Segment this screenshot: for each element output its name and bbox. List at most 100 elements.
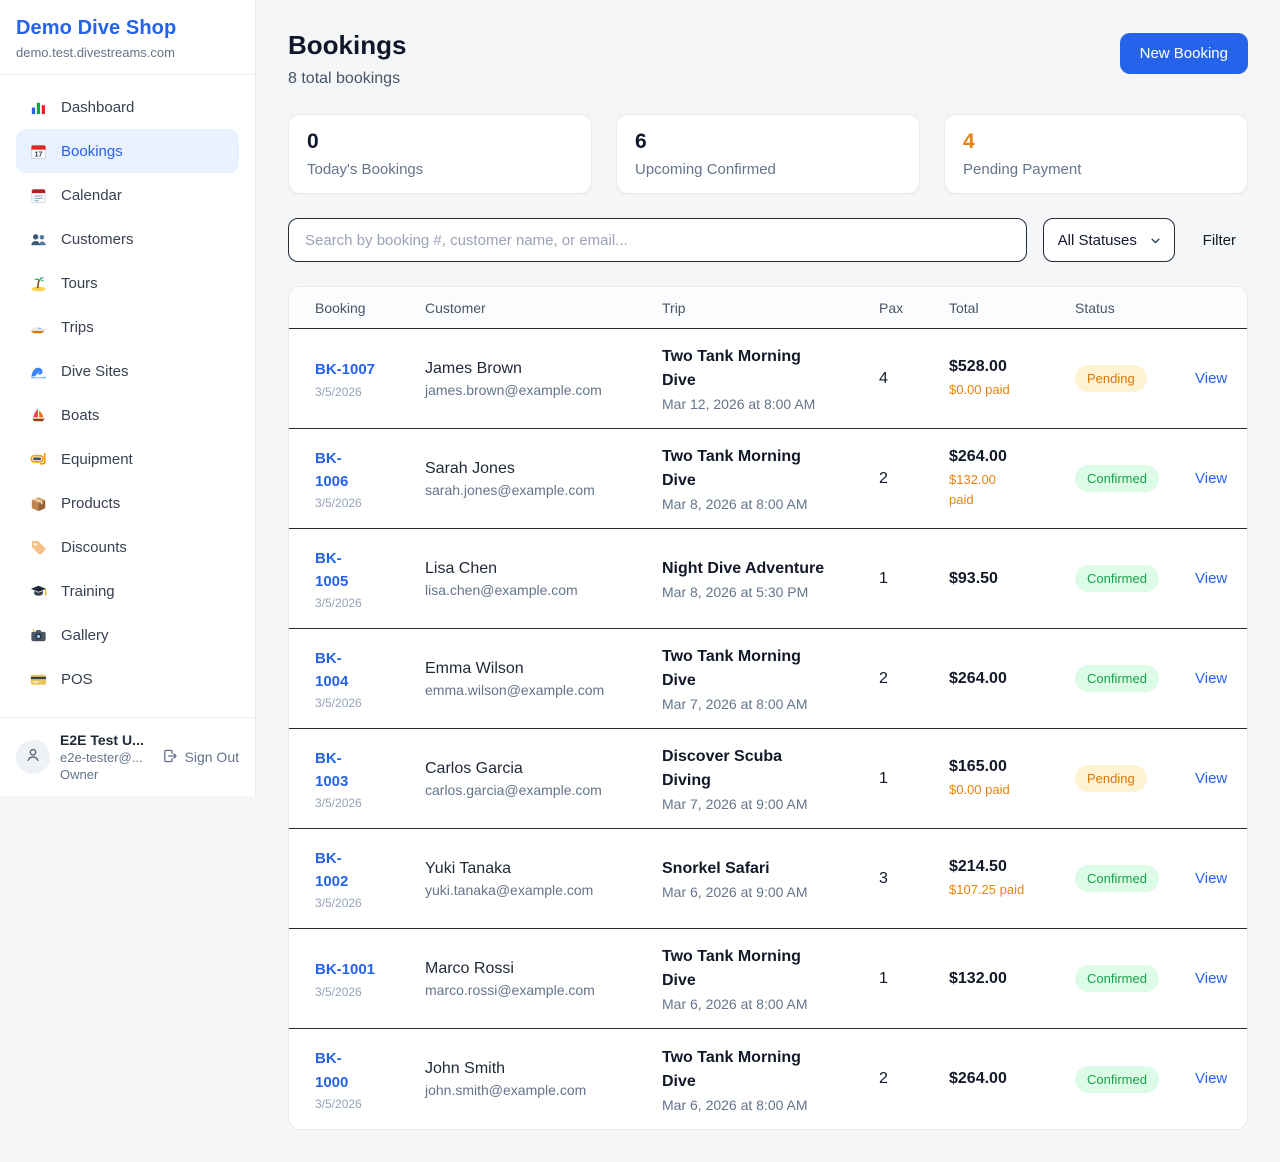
customer-email: sarah.jones@example.com: [425, 481, 595, 498]
sidebar-item-products[interactable]: Products: [16, 481, 239, 525]
stat-label: Today's Bookings: [307, 161, 424, 178]
sidebar-item-boats[interactable]: Boats: [16, 393, 239, 437]
booking-id-link[interactable]: BK-1007: [315, 361, 376, 379]
sidebar-item-equipment[interactable]: Equipment: [16, 437, 239, 481]
sidebar-item-label: Boats: [61, 406, 100, 424]
pax-value: 1: [879, 969, 888, 987]
customer-name: Emma Wilson: [425, 659, 524, 677]
sidebar-item-discounts[interactable]: Discounts: [16, 525, 239, 569]
trip-name: Night Dive Adventure: [662, 560, 825, 577]
customer-email: yuki.tanaka@example.com: [425, 881, 594, 898]
user-email: e2e-tester@...: [60, 750, 143, 765]
page-header: Bookings 8 total bookings New Booking: [288, 30, 1248, 88]
sidebar-item-label: Discounts: [61, 538, 127, 556]
view-link[interactable]: View: [1195, 469, 1228, 487]
bookings-table: Booking Customer Trip Pax Total Status BK-100…: [288, 286, 1248, 1130]
speedboat-icon: [28, 318, 48, 337]
sailboat-icon: [28, 406, 48, 425]
sidebar-nav: Dashboard 17 Bookings Calendar Customers…: [0, 75, 255, 711]
customer-name: Carlos Garcia: [425, 759, 523, 777]
stat-card-today-s-bookings: 0 Today's Bookings: [288, 114, 592, 194]
sidebar-item-tours[interactable]: Tours: [16, 261, 239, 305]
trip-datetime: Mar 12, 2026 at 8:00 AM: [662, 396, 816, 412]
view-link[interactable]: View: [1195, 1070, 1228, 1087]
view-link[interactable]: View: [1195, 369, 1228, 387]
column-header-customer: Customer: [425, 299, 486, 316]
stat-card-pending-payment: 4 Pending Payment: [944, 114, 1248, 194]
sidebar-item-label: POS: [61, 670, 93, 688]
new-booking-button[interactable]: New Booking: [1119, 33, 1248, 74]
customer-name: John Smith: [425, 1060, 506, 1077]
user-name: E2E Test U...: [60, 732, 144, 748]
sidebar-item-gallery[interactable]: Gallery: [16, 613, 239, 657]
sidebar-item-trips[interactable]: Trips: [16, 305, 239, 349]
booking-id-link[interactable]: BK- 1000: [315, 1050, 349, 1091]
view-link[interactable]: View: [1195, 569, 1228, 587]
sidebar-item-dive-sites[interactable]: Dive Sites: [16, 349, 239, 393]
filter-button[interactable]: Filter: [1191, 232, 1248, 249]
sidebar-item-customers[interactable]: Customers: [16, 217, 239, 261]
booking-id-link[interactable]: BK-1001: [315, 961, 376, 979]
sidebar-item-label: Products: [61, 494, 121, 512]
stats-cards: 0 Today's Bookings 6 Upcoming Confirmed …: [288, 114, 1248, 194]
view-link[interactable]: View: [1195, 769, 1228, 787]
paid-amount: $0.00 paid: [949, 381, 1010, 397]
pax-value: 1: [879, 769, 888, 787]
credit-card-icon: [28, 670, 48, 689]
trip-datetime: Mar 6, 2026 at 8:00 AM: [662, 996, 808, 1012]
table-row: BK- 1000 3/5/2026 John Smith john.smith@…: [289, 1029, 1247, 1129]
trip-datetime: Mar 6, 2026 at 8:00 AM: [662, 1096, 808, 1113]
search-input[interactable]: [288, 218, 1027, 262]
sidebar-item-label: Calendar: [61, 186, 122, 204]
view-link[interactable]: View: [1195, 869, 1228, 887]
brand-name: Demo Dive Shop: [16, 17, 177, 39]
total-bookings-count: 8 total bookings: [288, 70, 401, 87]
trip-datetime: Mar 7, 2026 at 9:00 AM: [662, 796, 808, 812]
sign-out-icon: [162, 748, 178, 767]
booking-id-link[interactable]: BK- 1005: [315, 549, 349, 590]
sidebar-item-calendar[interactable]: Calendar: [16, 173, 239, 217]
customer-name: Marco Rossi: [425, 959, 514, 977]
column-header-total: Total: [949, 299, 979, 316]
customer-email: emma.wilson@example.com: [425, 681, 605, 698]
sign-out-button[interactable]: Sign Out: [162, 748, 239, 767]
status-badge: Confirmed: [1075, 465, 1159, 492]
sidebar-item-dashboard[interactable]: Dashboard: [16, 85, 239, 129]
table-row: BK- 1004 3/5/2026 Emma Wilson emma.wilso…: [289, 629, 1247, 729]
customer-name: Sarah Jones: [425, 459, 515, 477]
pax-value: 2: [879, 1070, 888, 1087]
sidebar-item-label: Tours: [61, 274, 98, 292]
brand-domain: demo.test.divestreams.com: [16, 45, 175, 60]
trip-name: Discover Scuba Diving: [662, 748, 783, 789]
table-row: BK-1001 3/5/2026 Marco Rossi marco.rossi…: [289, 929, 1247, 1029]
customer-email: john.smith@example.com: [425, 1082, 587, 1098]
sidebar-item-pos[interactable]: POS: [16, 657, 239, 701]
stat-label: Upcoming Confirmed: [635, 161, 776, 178]
booking-id-link[interactable]: BK- 1004: [315, 649, 349, 690]
avatar: [16, 740, 50, 774]
booking-id-link[interactable]: BK- 1006: [315, 449, 349, 490]
total-amount: $264.00: [949, 448, 1007, 465]
sidebar-item-training[interactable]: Training: [16, 569, 239, 613]
status-select[interactable]: All Statuses: [1042, 218, 1175, 262]
sidebar-item-bookings[interactable]: 17 Bookings: [16, 129, 239, 173]
trip-datetime: Mar 6, 2026 at 9:00 AM: [662, 884, 808, 900]
stat-card-upcoming-confirmed: 6 Upcoming Confirmed: [616, 114, 920, 194]
pax-value: 1: [879, 569, 888, 587]
trip-datetime: Mar 7, 2026 at 8:00 AM: [662, 696, 808, 712]
booking-id-link[interactable]: BK- 1003: [315, 749, 349, 790]
sidebar-item-label: Trips: [61, 318, 94, 336]
camera-icon: [28, 626, 48, 645]
status-badge: Confirmed: [1075, 865, 1159, 892]
status-badge: Confirmed: [1075, 1065, 1159, 1093]
booking-id-link[interactable]: BK- 1002: [315, 849, 349, 890]
brand: Demo Dive Shop demo.test.divestreams.com: [0, 0, 255, 75]
column-header-status: Status: [1075, 299, 1115, 316]
total-amount: $93.50: [949, 569, 998, 587]
view-link[interactable]: View: [1195, 669, 1228, 687]
paid-amount: $132.00 paid: [949, 472, 996, 507]
total-amount: $132.00: [949, 969, 1007, 987]
total-amount: $264.00: [949, 1070, 1007, 1087]
tear-off-calendar-icon: [28, 186, 48, 205]
view-link[interactable]: View: [1195, 969, 1228, 987]
